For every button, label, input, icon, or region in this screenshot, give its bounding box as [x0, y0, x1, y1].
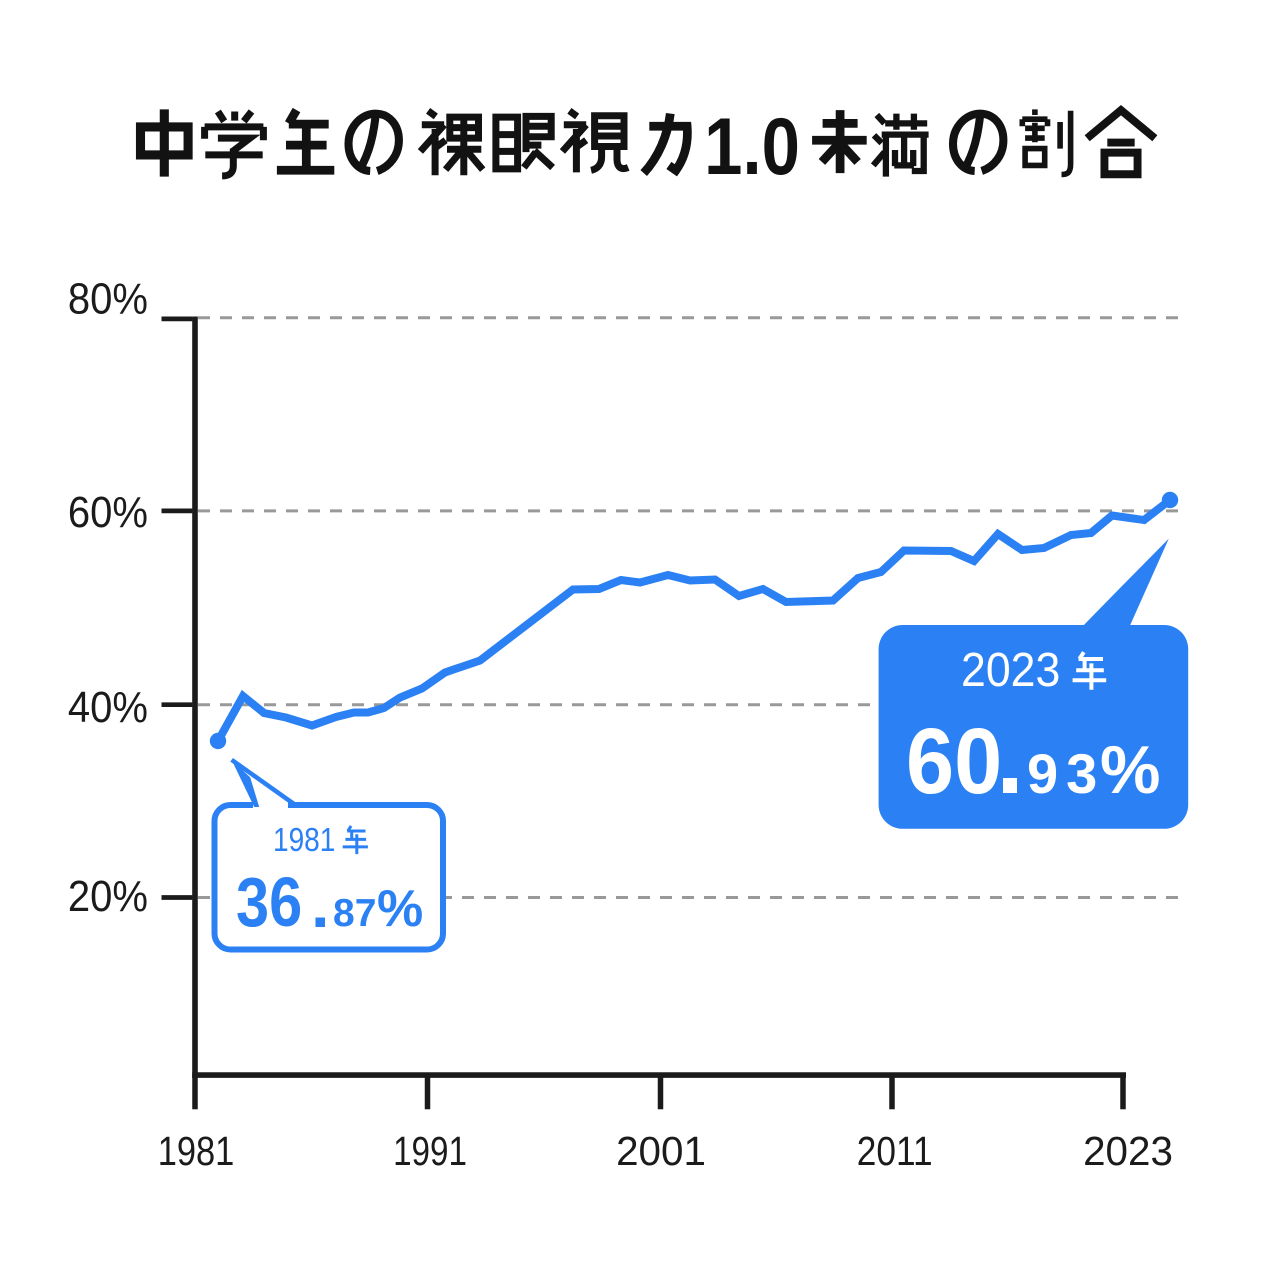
svg-text:2023: 2023: [961, 643, 1060, 697]
svg-text:60: 60: [906, 710, 1002, 814]
svg-text:1981: 1981: [273, 822, 335, 859]
svg-text:80%: 80%: [68, 274, 148, 323]
svg-text:36: 36: [236, 862, 302, 941]
svg-text:93: 93: [1027, 742, 1105, 805]
svg-text:40%: 40%: [68, 682, 148, 731]
svg-text:1991: 1991: [393, 1128, 467, 1174]
svg-text:20%: 20%: [68, 871, 148, 920]
svg-text:2001: 2001: [616, 1128, 706, 1174]
svg-text:2023: 2023: [1083, 1128, 1173, 1174]
svg-text:%: %: [1100, 732, 1160, 808]
svg-text:1981: 1981: [158, 1129, 235, 1174]
svg-text:87: 87: [333, 892, 376, 935]
svg-text:%: %: [377, 880, 423, 938]
svg-text:60%: 60%: [68, 487, 148, 536]
svg-text:2011: 2011: [857, 1129, 933, 1175]
svg-text:1.0: 1.0: [704, 101, 800, 192]
